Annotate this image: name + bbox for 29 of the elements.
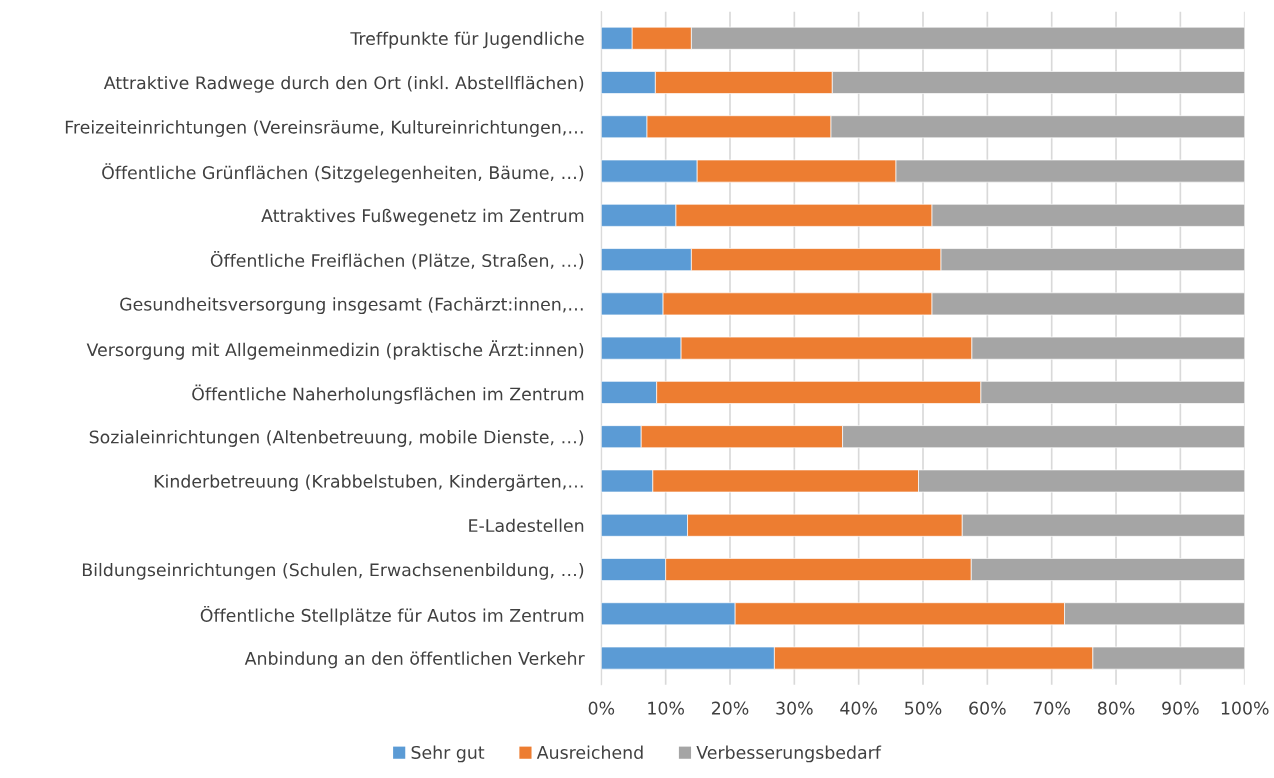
x-tick-label: 40% bbox=[840, 701, 878, 715]
x-tick-label: 70% bbox=[1033, 701, 1071, 715]
y-tick-label: Kinderbetreuung (Krabbelstuben, Kindergärten,… bbox=[154, 474, 583, 492]
y-tick-label: Bildungseinrichtungen (Schulen, Erwachsenenbildung, …) bbox=[82, 562, 584, 580]
y-tick-label: Attraktives Fußwegenetz im Zentrum bbox=[261, 208, 584, 226]
y-tick-label: Öffentliche Freiflächen (Plätze, Straßen, …) bbox=[210, 251, 584, 270]
y-tick-label: Öffentliche Grünflächen (Sitzgelegenheiten, Bäume, …) bbox=[102, 163, 584, 183]
y-tick-label: Attraktive Radwege durch den Ort (inkl. Abstellflächen) bbox=[103, 75, 584, 93]
y-tick-label: Öffentliche Stellplätze für Autos im Zentrum bbox=[200, 605, 584, 626]
y-tick-label: Anbindung an den öffentlichen Verkehr bbox=[244, 651, 585, 669]
x-tick-label: 10% bbox=[648, 701, 684, 715]
x-tick-label: 0% bbox=[588, 701, 615, 715]
y-tick-label: E-Ladestellen bbox=[469, 518, 584, 533]
legend-label: Sehr gut bbox=[411, 745, 485, 763]
x-tick-label: 100% bbox=[1221, 701, 1269, 715]
x-tick-label: 50% bbox=[905, 701, 942, 715]
y-tick-label: Versorgung mit Allgemeinmedizin (praktische Ärzt:innen) bbox=[86, 340, 584, 360]
x-tick-label: 20% bbox=[711, 701, 749, 715]
y-tick-label: Gesundheitsversorgung insgesamt (Fachärzt:innen,… bbox=[120, 297, 583, 315]
y-tick-label: Sozialeinrichtungen (Altenbetreuung, mobile Dienste, …) bbox=[89, 430, 584, 447]
y-tick-label: Öffentliche Naherholungsflächen im Zentrum bbox=[192, 384, 584, 404]
legend-label: Verbesserungsbedarf bbox=[696, 745, 882, 763]
x-tick-label: 90% bbox=[1162, 701, 1199, 715]
legend-label: Ausreichend bbox=[536, 745, 643, 760]
y-tick-label: Treffpunkte für Jugendliche bbox=[350, 31, 584, 49]
x-tick-label: 30% bbox=[776, 701, 813, 715]
y-tick-label: Freizeiteinrichtungen (Vereinsräume, Kultureinrichtungen,… bbox=[65, 120, 583, 137]
x-tick-label: 60% bbox=[969, 701, 1006, 715]
x-tick-label: 80% bbox=[1097, 701, 1135, 715]
